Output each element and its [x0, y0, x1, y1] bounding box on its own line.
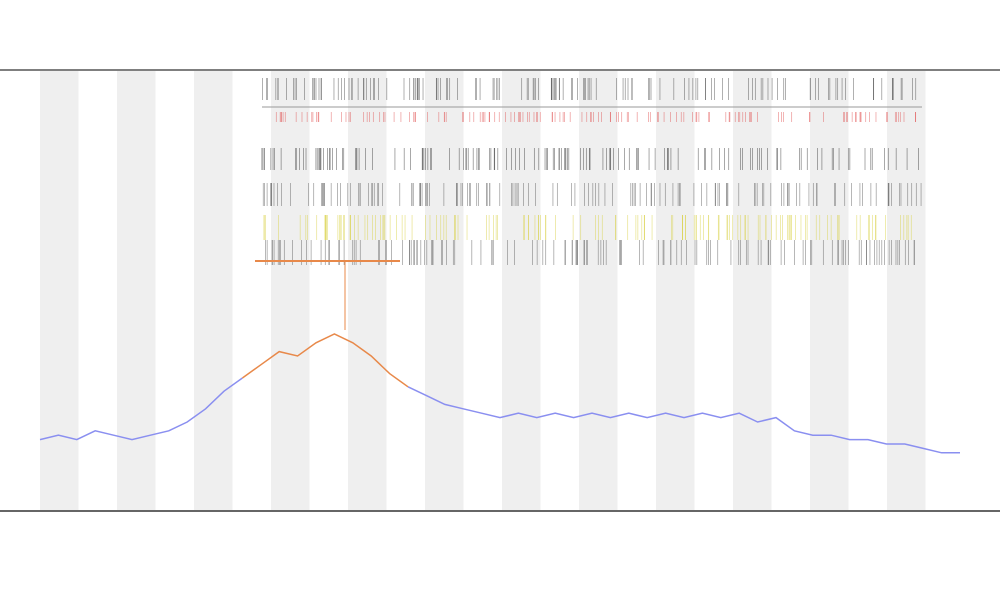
band: [348, 71, 387, 510]
band: [502, 71, 541, 510]
band: [40, 71, 79, 510]
band: [656, 71, 695, 510]
band: [194, 71, 233, 510]
band: [579, 71, 618, 510]
band: [117, 71, 156, 510]
band: [810, 71, 849, 510]
band: [733, 71, 772, 510]
feature-tracks: [261, 78, 922, 265]
background-bands: [40, 71, 926, 510]
band: [887, 71, 926, 510]
band: [425, 71, 464, 510]
coverage-line: [39, 377, 960, 454]
coverage-line: [241, 333, 409, 388]
band: [271, 71, 310, 510]
